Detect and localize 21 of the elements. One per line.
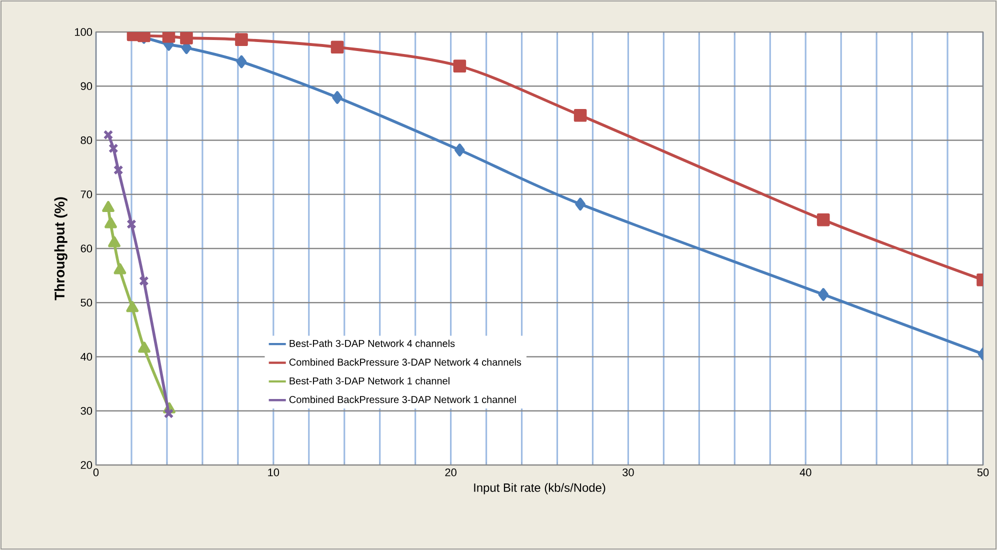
- y-tick-label: 90: [80, 82, 92, 90]
- x-tick-label: 40: [800, 468, 812, 476]
- y-tick-label: 100: [75, 28, 92, 36]
- y-tick-label: 50: [80, 298, 92, 306]
- y-axis-title: Throughput (%): [54, 197, 68, 300]
- legend-label: Best-Path 3-DAP Network 1 channel: [290, 377, 450, 384]
- y-tick-label: 30: [80, 406, 92, 415]
- x-tick-label: 20: [445, 468, 456, 476]
- y-tick-label: 60: [80, 244, 92, 252]
- y-tick-label: 40: [80, 352, 92, 361]
- legend-label: Combined BackPressure 3-DAP Network 1 channel: [289, 396, 516, 404]
- y-tick-label: 70: [80, 190, 92, 198]
- x-tick-label: 0: [93, 468, 99, 476]
- x-tick-label: 30: [622, 468, 634, 476]
- y-tick-label: 80: [80, 136, 92, 144]
- x-axis-title: Input Bit rate (kb/s/Node): [474, 483, 606, 494]
- x-tick-label: 50: [977, 468, 989, 476]
- y-tick-label: 20: [80, 461, 92, 469]
- x-tick-label: 10: [268, 468, 280, 476]
- legend-label: Best-Path 3-DAP Network 4 channels: [290, 340, 455, 348]
- legend-label: Combined BackPressure 3-DAP Network 4 channels: [289, 358, 522, 366]
